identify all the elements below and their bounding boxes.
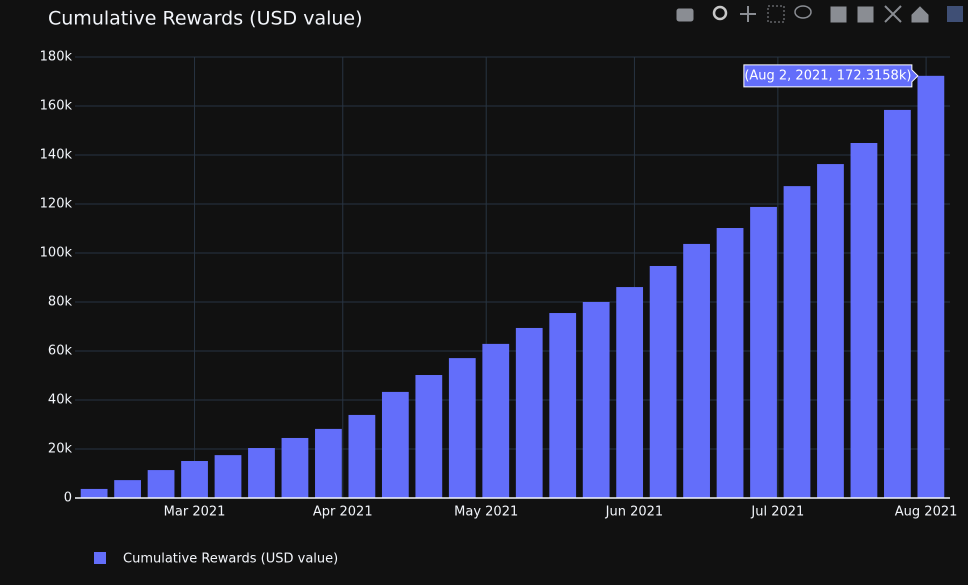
bar [248, 448, 275, 498]
zoom-out-icon[interactable] [857, 6, 874, 23]
bar [181, 461, 208, 498]
x-tick-label: May 2021 [454, 505, 518, 520]
y-tick-label: 80k [48, 295, 73, 310]
bar [850, 142, 878, 498]
bar [683, 243, 710, 498]
bar [80, 488, 108, 498]
bar [817, 164, 844, 498]
bar [214, 455, 242, 498]
bar [649, 265, 677, 498]
bar [381, 391, 409, 498]
lasso-icon[interactable] [794, 5, 812, 19]
chart-title: Cumulative Rewards (USD value) [48, 8, 363, 30]
y-tick-label: 20k [48, 442, 73, 457]
x-tick-label: Jul 2021 [750, 505, 804, 520]
x-tick-label: Jun 2021 [605, 505, 664, 520]
bar [482, 343, 510, 498]
zoom-icon[interactable] [712, 5, 728, 21]
x-tick-label: Aug 2021 [895, 505, 958, 520]
bar [348, 414, 376, 498]
bar [917, 75, 945, 498]
y-tick-label: 0 [64, 491, 72, 506]
bar [315, 428, 342, 498]
y-tick-label: 100k [40, 246, 73, 261]
hover-box [743, 64, 919, 88]
y-tick-label: 40k [48, 393, 73, 408]
zoom-in-icon[interactable] [830, 6, 847, 23]
bar [884, 109, 911, 499]
y-tick-label: 60k [48, 344, 73, 359]
bar [783, 186, 811, 499]
bar [515, 327, 543, 498]
bar [716, 228, 744, 498]
bar [750, 206, 777, 498]
bar [114, 480, 141, 498]
bar [281, 437, 309, 498]
legend-label: Cumulative Rewards (USD value) [123, 552, 338, 567]
legend: Cumulative Rewards (USD value) [94, 552, 338, 567]
hover-label: (Aug 2, 2021, 172.3158k) [743, 64, 919, 88]
bar [415, 375, 443, 498]
autoscale-icon[interactable] [884, 5, 902, 23]
bar [448, 358, 476, 498]
y-tick-label: 180k [40, 50, 73, 65]
toolbar[interactable] [676, 5, 963, 23]
bar [549, 313, 577, 498]
select-icon[interactable] [767, 5, 785, 23]
y-tick-label: 140k [40, 148, 73, 163]
y-tick-label: 120k [40, 197, 73, 212]
bar [616, 287, 644, 498]
x-tick-label: Apr 2021 [313, 505, 373, 520]
camera-icon[interactable] [676, 8, 694, 22]
x-tick-label: Mar 2021 [164, 505, 226, 520]
plotly-logo[interactable] [947, 6, 963, 22]
legend-swatch [94, 552, 106, 564]
pan-icon[interactable] [740, 6, 756, 22]
reset-icon[interactable] [911, 6, 929, 23]
hover-text: (Aug 2, 2021, 172.3158k) [744, 68, 911, 83]
bar [582, 302, 610, 498]
bar [147, 470, 175, 498]
y-tick-label: 160k [40, 99, 73, 114]
